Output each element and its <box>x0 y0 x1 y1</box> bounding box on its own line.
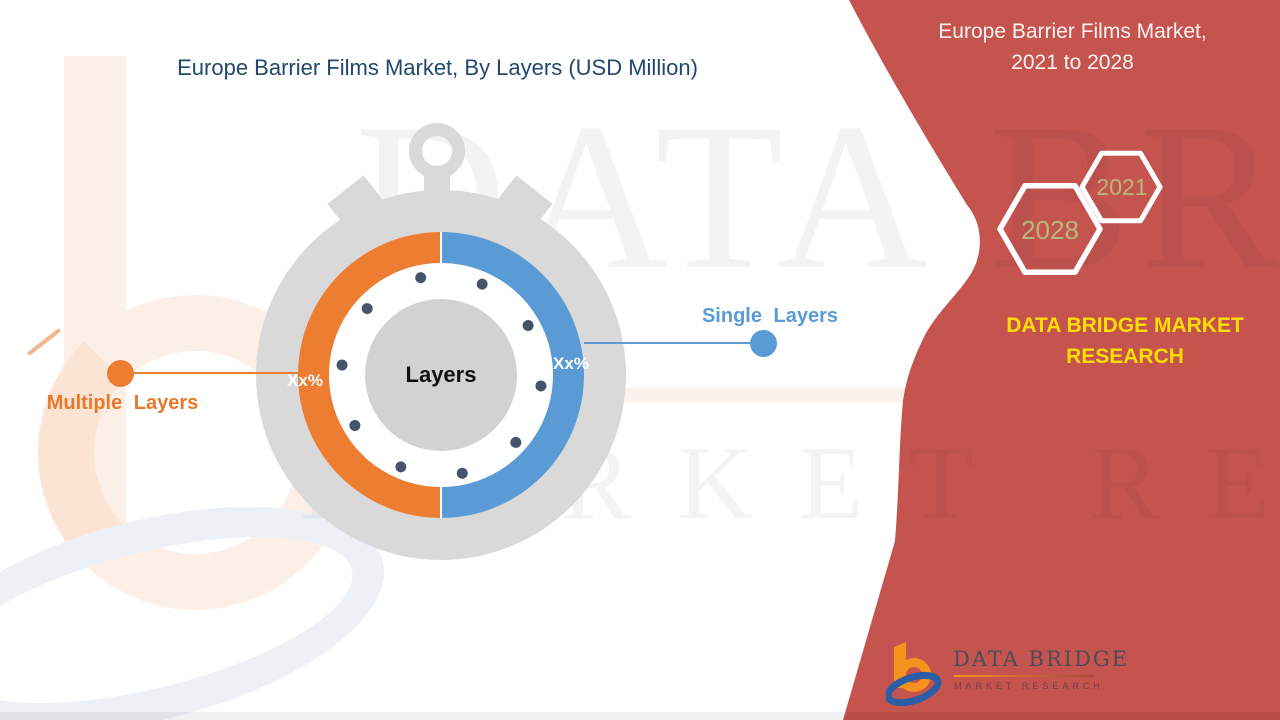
chart-title: Europe Barrier Films Market, By Layers (… <box>177 55 698 80</box>
panel-title-line2: 2021 to 2028 <box>1011 51 1134 74</box>
leader-dot-single-layers <box>750 330 777 357</box>
bottom-edge-strip <box>0 712 1280 720</box>
slice-value-single-layers: Xx% <box>553 354 589 373</box>
year-2021: 2021 <box>1096 174 1148 200</box>
panel-title-line1: Europe Barrier Films Market, <box>938 20 1207 43</box>
brand-wordmark: DATA BRIDGE MARKET RESEARCH <box>1006 314 1244 368</box>
tick-dot <box>413 270 427 284</box>
hexagon-2028-icon <box>997 182 1103 276</box>
year-hexagons <box>997 150 1163 276</box>
year-2028: 2028 <box>1021 215 1079 245</box>
chart-center-label: Layers <box>405 362 477 387</box>
logo-title: DATA BRIDGE <box>953 647 1130 671</box>
panel-title: Europe Barrier Films Market, 2021 to 202… <box>900 16 1245 78</box>
leader-dot-multiple-layers <box>107 360 134 387</box>
watermark-stripe <box>560 388 1000 402</box>
tick-dot <box>358 300 375 316</box>
logo-underline <box>954 675 1095 677</box>
tick-dot <box>346 417 362 433</box>
tick-dot <box>520 317 536 333</box>
hexagon-2021-icon <box>1079 150 1163 224</box>
slice-label-single-layers: Single Layers <box>701 305 839 327</box>
tick-dot <box>335 358 348 371</box>
tick-dot <box>507 434 524 450</box>
tick-dot <box>455 466 469 480</box>
chart-center-circle: Layers <box>365 299 517 451</box>
slice-label-multiple-layers: Multiple Layers <box>46 392 199 414</box>
tick-dot <box>393 459 408 474</box>
tick-dot <box>474 276 489 291</box>
logo-subtitle: MARKET RESEARCH <box>954 681 1104 691</box>
leader-line-single-layers <box>584 342 754 344</box>
data-bridge-logo-icon <box>886 642 942 707</box>
tick-dot <box>534 379 547 392</box>
slice-value-multiple-layers: Xx% <box>287 371 323 390</box>
leader-line-multiple-layers <box>128 372 300 374</box>
stopwatch-crown-icon <box>409 123 465 179</box>
